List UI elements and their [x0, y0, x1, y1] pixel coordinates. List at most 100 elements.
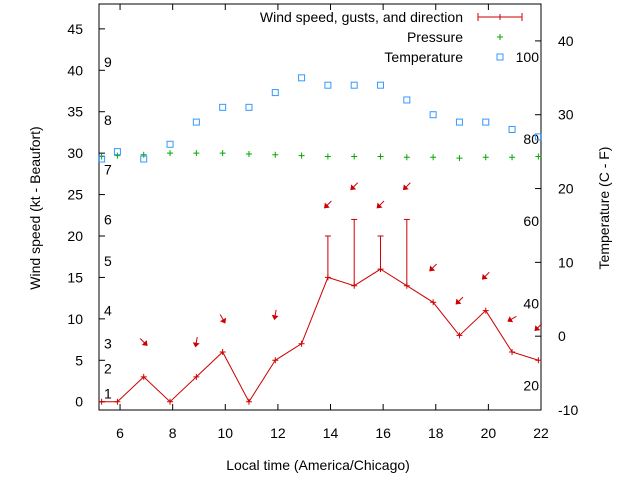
- left-y-tick-label: 40: [67, 62, 83, 78]
- wind-speed-line: [101, 268, 539, 403]
- beaufort-label: 4: [104, 303, 112, 319]
- wind-point: [377, 266, 384, 273]
- x-tick-label: 14: [323, 425, 339, 441]
- wind-direction-arrow: [324, 200, 332, 209]
- fahrenheit-label: 60: [523, 213, 539, 229]
- right-y-tick-label: 30: [558, 107, 574, 123]
- left-y-tick-label: 45: [67, 21, 83, 37]
- pressure-point: [482, 154, 489, 161]
- right-y-tick-label: -10: [558, 402, 578, 418]
- wind-point: [509, 349, 516, 355]
- temperature-point: [192, 118, 200, 126]
- legend-label-wind: Wind speed, gusts, and direction: [260, 9, 463, 25]
- temperature-point: [166, 140, 174, 148]
- wind-direction-arrow: [219, 314, 227, 324]
- wind-point: [298, 340, 305, 347]
- temperature-point: [324, 81, 332, 89]
- beaufort-label: 1: [104, 385, 112, 401]
- wind-direction-arrow: [507, 315, 517, 323]
- temperature-point: [350, 81, 358, 89]
- pressure-point: [114, 152, 121, 159]
- left-y-tick-label: 10: [67, 311, 83, 327]
- wind-direction-arrow: [271, 309, 279, 321]
- left-y-tick-label: 15: [67, 269, 83, 285]
- left-y-tick-label: 25: [67, 187, 83, 203]
- x-tick-label: 8: [169, 425, 177, 441]
- temperature-point: [219, 103, 227, 111]
- wind-point: [140, 373, 147, 380]
- beaufort-label: 3: [104, 336, 112, 352]
- x-tick-label: 18: [428, 425, 444, 441]
- temperature-point: [245, 103, 253, 111]
- pressure-point: [430, 154, 437, 161]
- data-layer: [98, 74, 543, 405]
- beaufort-label: 7: [104, 162, 112, 178]
- legend-label-pressure: Pressure: [407, 29, 463, 45]
- x-tick-label: 22: [533, 425, 549, 441]
- fahrenheit-label: 40: [523, 296, 539, 312]
- wind-direction-arrow: [192, 337, 200, 348]
- wind-point: [167, 398, 174, 405]
- temperature-point: [508, 125, 516, 133]
- x-tick-label: 12: [270, 425, 286, 441]
- temperature-point: [455, 118, 463, 126]
- plot-frame: [98, 3, 542, 411]
- temperature-point: [140, 155, 148, 163]
- right-y-tick-label: 0: [558, 328, 566, 344]
- left-y-tick-label: 20: [67, 228, 83, 244]
- beaufort-label: 6: [104, 211, 112, 227]
- wind-direction-arrow: [429, 263, 438, 272]
- wind-point: [245, 398, 252, 405]
- temperature-point: [113, 148, 121, 156]
- fahrenheit-label: 20: [523, 378, 539, 394]
- x-tick-label: 16: [375, 425, 391, 441]
- beaufort-label: 5: [104, 253, 112, 269]
- wind-direction-arrow: [402, 182, 411, 191]
- pressure-point: [509, 154, 516, 161]
- pressure-point: [535, 153, 542, 160]
- pressure-point: [351, 153, 358, 160]
- temperature-point: [271, 89, 279, 97]
- pressure-point: [272, 151, 279, 158]
- wind-point: [403, 282, 410, 289]
- left-y-axis-label: Wind speed (kt - Beaufort): [27, 126, 43, 289]
- pressure-point: [403, 154, 410, 161]
- x-axis-label: Local time (America/Chicago): [226, 457, 410, 473]
- wind-point: [219, 349, 226, 355]
- left-y-tick-label: 30: [67, 145, 83, 161]
- wind-direction-arrow: [350, 182, 359, 191]
- beaufort-label: 9: [104, 54, 112, 70]
- legend-swatch-temperature: [496, 53, 504, 61]
- x-tick-label: 20: [481, 425, 497, 441]
- left-y-tick-label: 0: [75, 394, 83, 410]
- temperature-point: [429, 111, 437, 119]
- pressure-point: [167, 150, 174, 157]
- axes-layer: 6 8 10 12 14 16 18 20 22051015202530354045-10010…: [67, 3, 578, 441]
- pressure-point: [298, 152, 305, 159]
- wind-point: [193, 373, 200, 380]
- pressure-point: [377, 153, 384, 160]
- wind-direction-arrow: [481, 271, 490, 280]
- pressure-point: [193, 150, 200, 157]
- pressure-point: [219, 150, 226, 157]
- temperature-point: [403, 96, 411, 104]
- temperature-point: [298, 74, 306, 82]
- wind-point: [324, 274, 331, 281]
- temperature-point: [534, 133, 542, 141]
- wind-point: [114, 398, 121, 405]
- pressure-point: [456, 155, 463, 162]
- temperature-point: [377, 81, 385, 89]
- pressure-point: [324, 153, 331, 160]
- left-y-tick-label: 5: [75, 352, 83, 368]
- temperature-point: [482, 118, 490, 126]
- right-y-tick-label: 20: [558, 181, 574, 197]
- wind-point: [98, 398, 105, 405]
- pressure-point: [140, 151, 147, 158]
- pressure-point: [245, 150, 252, 157]
- legend-swatch-marker: [497, 14, 503, 20]
- wind-point: [430, 299, 437, 306]
- right-y-tick-label: 40: [558, 33, 574, 49]
- right-y-axis-label: Temperature (C - F): [596, 147, 612, 270]
- fahrenheit-label: 100: [516, 49, 540, 65]
